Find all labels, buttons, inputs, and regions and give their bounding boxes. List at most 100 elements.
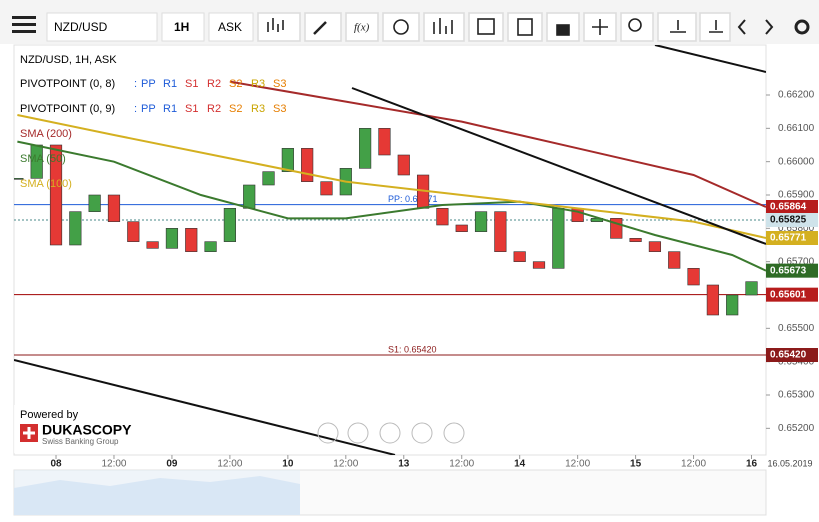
candle xyxy=(455,224,468,232)
trendline xyxy=(654,45,766,73)
icon xyxy=(670,20,686,33)
scroll-controls[interactable] xyxy=(317,422,465,444)
pivot-level: R2 xyxy=(207,103,221,115)
candle xyxy=(14,178,24,180)
instrument-label: NZD/USD, 1H, ASK xyxy=(20,54,117,66)
candle xyxy=(359,128,372,169)
candle xyxy=(378,128,391,156)
x-tick-label: 12:00 xyxy=(681,459,706,470)
candle xyxy=(49,144,63,246)
level-label: S1: 0.65420 xyxy=(388,344,437,354)
period-select[interactable] xyxy=(161,12,205,42)
level-label: PP: 0.65871 xyxy=(388,194,438,204)
candle xyxy=(243,184,256,209)
pivot-level: PP xyxy=(141,78,156,90)
trendline xyxy=(14,359,396,455)
pivot-separator: : xyxy=(134,78,137,90)
icon xyxy=(517,18,533,36)
candle xyxy=(552,208,565,269)
trendlines xyxy=(14,45,766,455)
candle xyxy=(513,251,526,262)
date-label: 16.05.2019 xyxy=(767,458,812,468)
price-tag-label: 0.65825 xyxy=(770,215,807,226)
pivot-level: S2 xyxy=(229,78,242,90)
icon xyxy=(477,18,495,35)
draw-button[interactable] xyxy=(304,12,342,42)
brand-tagline: Swiss Banking Group xyxy=(42,437,119,446)
legend: NZD/USD, 1H, ASK SMA (200) SMA (50) SMA (1… xyxy=(20,54,286,190)
pivot-level: S3 xyxy=(273,103,286,115)
price-tag xyxy=(766,263,818,278)
zoom-button[interactable] xyxy=(620,12,654,42)
sma-line xyxy=(229,80,766,208)
candle xyxy=(474,211,488,232)
price-tag-label: 0.65771 xyxy=(770,233,807,244)
calendar-button[interactable] xyxy=(468,12,504,42)
plot-area xyxy=(13,44,767,456)
menu-button[interactable] xyxy=(12,16,36,33)
info-button[interactable] xyxy=(382,12,420,42)
price-tag xyxy=(766,231,818,245)
candle xyxy=(532,261,546,269)
x-tick-label: 12:00 xyxy=(333,459,358,470)
x-tick-label: 09 xyxy=(166,459,178,470)
sma-line xyxy=(17,114,766,239)
settings-button[interactable] xyxy=(794,19,810,35)
y-tick-label: 0.65800 xyxy=(778,223,815,234)
icon xyxy=(267,18,284,32)
volume-button[interactable] xyxy=(423,12,465,42)
price-tag xyxy=(766,213,818,227)
side-select[interactable] xyxy=(208,12,254,42)
legend-entry: SMA (50) xyxy=(20,153,66,165)
x-tick-label: 16 xyxy=(746,459,758,470)
legend-entry: SMA (100) xyxy=(20,178,72,190)
candle xyxy=(706,284,719,316)
candle xyxy=(185,228,198,252)
icon xyxy=(556,24,570,36)
pivot-level: R3 xyxy=(251,103,265,115)
y-tick-label: 0.66100 xyxy=(778,123,815,134)
x-tick-label: 15 xyxy=(630,459,642,470)
upload-button[interactable] xyxy=(657,12,697,42)
chart-type-button[interactable] xyxy=(257,12,301,42)
price-tag xyxy=(766,287,818,302)
price-tag-label: 0.65601 xyxy=(770,289,807,300)
y-tick-label: 0.66000 xyxy=(778,156,815,167)
icon xyxy=(592,19,608,35)
nav-arrows[interactable] xyxy=(737,19,774,35)
candle xyxy=(397,154,410,176)
candle xyxy=(648,241,662,252)
candle xyxy=(745,281,758,296)
pivot-level: S3 xyxy=(273,78,286,90)
y-tick-label: 0.65500 xyxy=(778,323,815,334)
pivot-separator: : xyxy=(134,103,137,115)
symbol-select[interactable] xyxy=(46,12,158,42)
candle xyxy=(88,194,101,212)
pivot-level: S1 xyxy=(185,78,198,90)
toolbar: NZD/USD 1H ASK f(x) xyxy=(0,0,819,44)
pivot-level: S1 xyxy=(185,103,198,115)
pivot-name: PIVOTPOINT (0, 9) xyxy=(20,103,115,115)
download-button[interactable] xyxy=(699,12,731,42)
pivot-level: S2 xyxy=(229,103,242,115)
candle xyxy=(281,148,294,172)
y-tick-label: 0.65700 xyxy=(778,256,815,267)
icon xyxy=(393,19,409,35)
x-tick-label: 12:00 xyxy=(217,459,242,470)
branding: Powered by DUKASCOPY Swiss Banking Group xyxy=(14,405,134,453)
x-tick-label: 12:00 xyxy=(565,459,590,470)
candle xyxy=(107,194,121,222)
indicator-button[interactable] xyxy=(345,12,379,42)
price-tag-label: 0.65864 xyxy=(770,202,807,213)
candle xyxy=(262,171,275,186)
pivot-level: R3 xyxy=(251,78,265,90)
powered-by: Powered by xyxy=(20,409,79,421)
candle xyxy=(629,238,642,242)
x-tick-label: 12:00 xyxy=(101,459,126,470)
report-button[interactable] xyxy=(507,12,543,42)
candle xyxy=(204,241,217,252)
x-tick-label: 08 xyxy=(50,459,62,470)
x-tick-label: 14 xyxy=(514,459,526,470)
candle xyxy=(494,211,507,252)
